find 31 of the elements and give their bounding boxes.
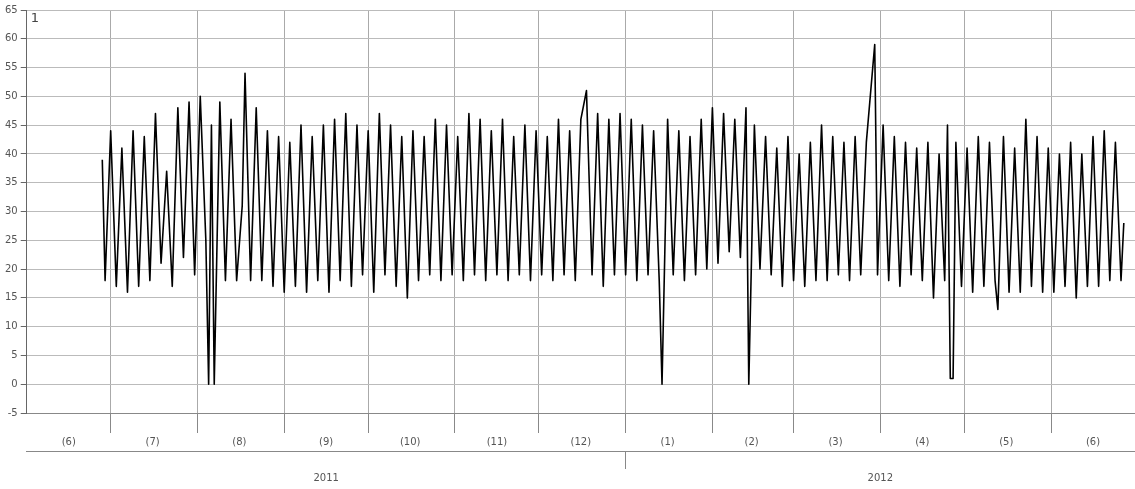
y-tick-label: 20	[4, 262, 18, 274]
y-tick-label: 0	[11, 377, 18, 389]
x-tick-label: (6)	[61, 435, 76, 447]
x2-tick-label: 2011	[313, 471, 339, 483]
x-tick-label: (12)	[570, 435, 592, 447]
x-tick-label: (9)	[319, 435, 334, 447]
x2-tick-label: 2012	[867, 471, 894, 483]
y-tick-label: 25	[4, 233, 18, 245]
y-tick-label: 40	[4, 147, 18, 159]
x-tick-label: (1)	[660, 435, 675, 447]
y-tick-label: 65	[4, 3, 18, 15]
x-tick-label: (3)	[828, 435, 843, 447]
x-tick-label: (7)	[145, 435, 160, 447]
y-axis-title: 1	[30, 9, 40, 25]
x-tick-label: (8)	[232, 435, 247, 447]
x-tick-label: (2)	[744, 435, 759, 447]
y-tick-label: 60	[4, 32, 18, 44]
x-tick-label: (6)	[1085, 435, 1101, 447]
y-tick-label: 50	[4, 89, 18, 101]
x-tick-label: (11)	[486, 435, 508, 447]
y-tick-label: 15	[4, 291, 18, 303]
x-tick-label: (4)	[915, 435, 930, 447]
y-tick-label: 55	[4, 61, 18, 73]
y-tick-label: 5	[11, 349, 18, 361]
y-tick-label: 30	[4, 205, 18, 217]
x-tick-label: (10)	[399, 435, 421, 447]
y-tick-label: 35	[4, 176, 18, 188]
y-tick-label: -5	[7, 406, 18, 418]
x-tick-label: (5)	[999, 435, 1014, 447]
y-tick-label: 10	[4, 320, 18, 332]
y-tick-label: 45	[4, 118, 18, 130]
